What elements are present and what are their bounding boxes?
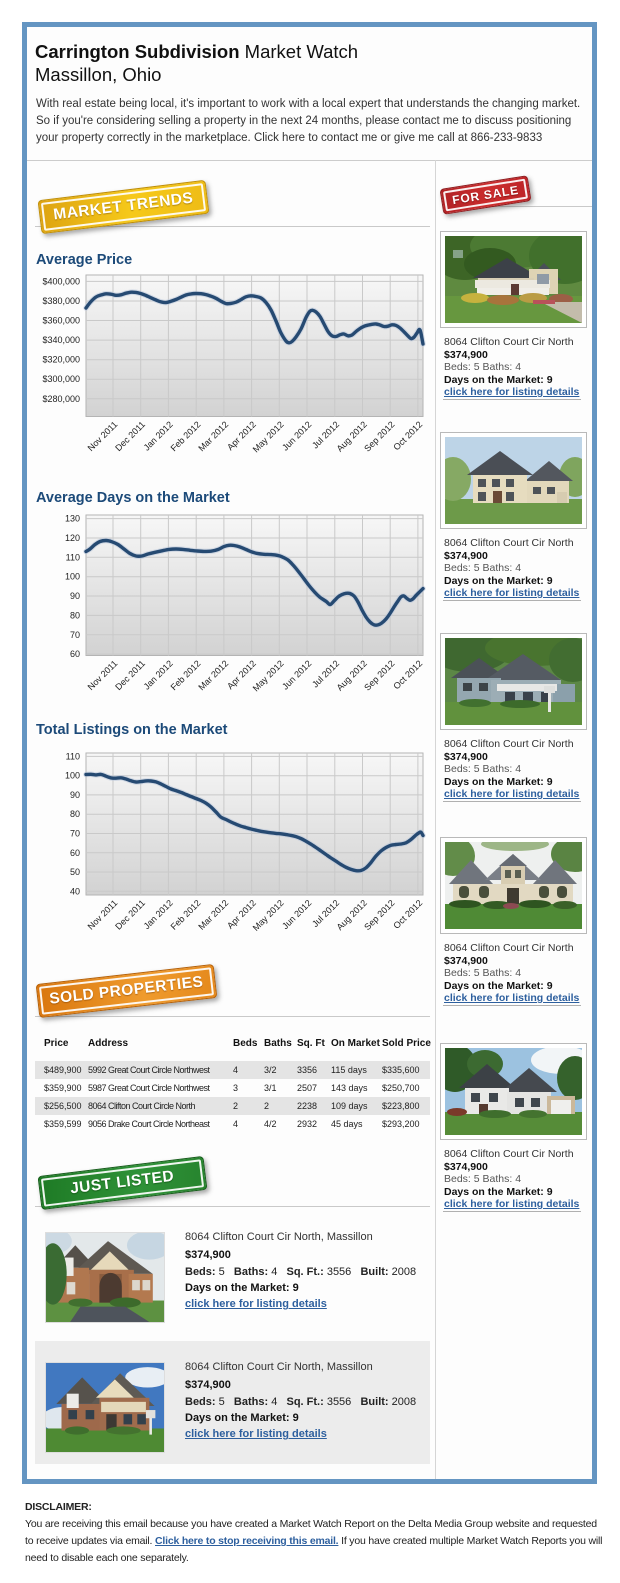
svg-text:90: 90 <box>70 591 80 601</box>
svg-text:40: 40 <box>70 886 80 896</box>
svg-text:Dec 2011: Dec 2011 <box>113 898 147 932</box>
svg-text:90: 90 <box>70 790 80 800</box>
svg-text:100: 100 <box>65 572 80 582</box>
svg-text:80: 80 <box>70 610 80 620</box>
svg-text:Oct 2012: Oct 2012 <box>391 898 424 931</box>
svg-text:Sep 2012: Sep 2012 <box>362 658 396 692</box>
svg-text:Mar 2012: Mar 2012 <box>196 419 230 453</box>
svg-text:Jun 2012: Jun 2012 <box>280 898 313 931</box>
svg-text:$300,000: $300,000 <box>42 374 80 384</box>
svg-text:Sep 2012: Sep 2012 <box>362 898 396 932</box>
svg-text:80: 80 <box>70 809 80 819</box>
svg-text:$280,000: $280,000 <box>42 394 80 404</box>
svg-text:50: 50 <box>70 867 80 877</box>
svg-text:$380,000: $380,000 <box>42 296 80 306</box>
svg-text:Oct 2012: Oct 2012 <box>391 419 424 452</box>
svg-text:Mar 2012: Mar 2012 <box>196 898 230 932</box>
svg-text:60: 60 <box>70 848 80 858</box>
svg-text:Oct 2012: Oct 2012 <box>391 658 424 691</box>
svg-text:100: 100 <box>65 771 80 781</box>
svg-text:$400,000: $400,000 <box>42 276 80 286</box>
svg-text:Jun 2012: Jun 2012 <box>280 419 313 452</box>
svg-text:120: 120 <box>65 533 80 543</box>
svg-text:Sep 2012: Sep 2012 <box>362 419 396 453</box>
svg-text:$320,000: $320,000 <box>42 355 80 365</box>
svg-text:70: 70 <box>70 630 80 640</box>
svg-text:Dec 2011: Dec 2011 <box>113 419 147 453</box>
svg-text:70: 70 <box>70 829 80 839</box>
svg-text:Mar 2012: Mar 2012 <box>196 658 230 692</box>
svg-text:Dec 2011: Dec 2011 <box>113 658 147 692</box>
svg-text:$360,000: $360,000 <box>42 316 80 326</box>
svg-text:60: 60 <box>70 649 80 659</box>
svg-text:$340,000: $340,000 <box>42 335 80 345</box>
svg-text:130: 130 <box>65 514 80 524</box>
svg-text:110: 110 <box>66 751 80 761</box>
svg-text:110: 110 <box>66 552 80 562</box>
svg-text:Jun 2012: Jun 2012 <box>280 658 313 691</box>
